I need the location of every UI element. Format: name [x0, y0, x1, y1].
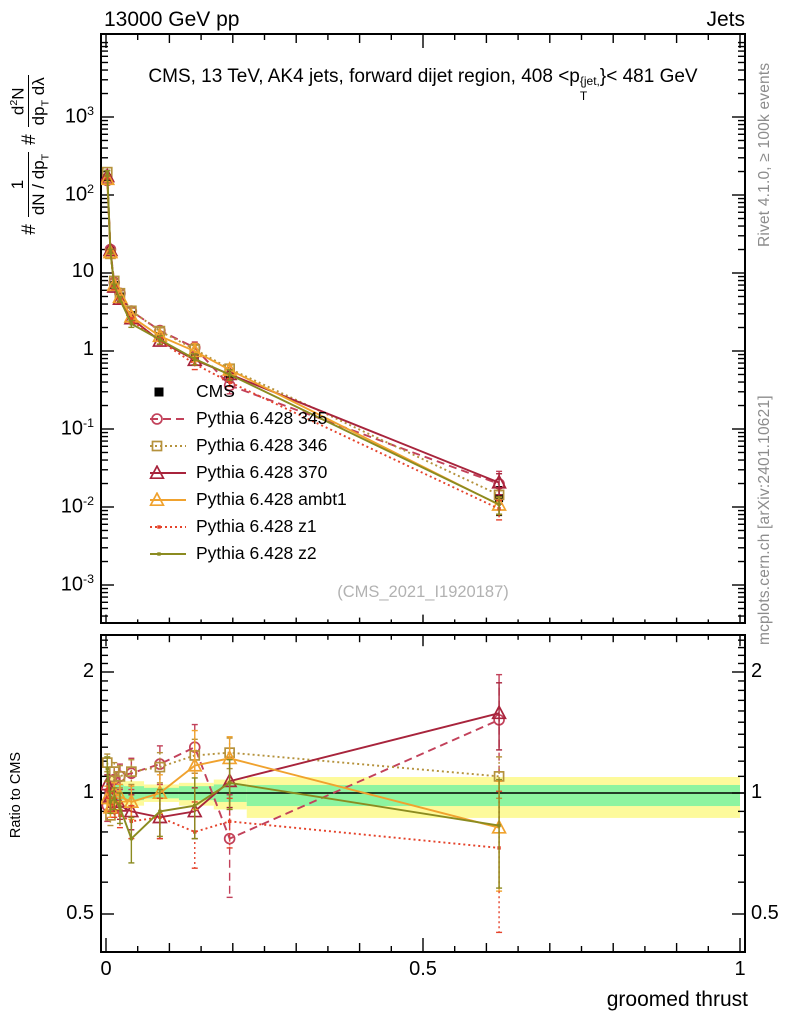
ratio-y-tick-label-left: 2: [82, 660, 94, 682]
mcplots-arxiv-note: mcplots.cern.ch [arXiv:2401.10621]: [756, 395, 773, 645]
legend-label: Pythia 6.428 z1: [196, 516, 317, 536]
legend-marker-icon: [154, 387, 164, 396]
ratio-y-tick-label-left: 0.5: [66, 902, 94, 924]
x-tick-label: 0: [100, 958, 112, 980]
ratio-y-tick-label-right: 2: [751, 660, 763, 682]
legend-item-Pythia-6-428-345: Pythia 6.428 345: [149, 405, 347, 432]
main-y-tick-label: 1: [82, 338, 94, 360]
legend-item-Pythia-6-428-370: Pythia 6.428 370: [149, 459, 347, 486]
legend-label: Pythia 6.428 ambt1: [196, 489, 347, 509]
x-tick-label: 0.5: [409, 958, 437, 980]
main-y-axis-label: # 1 dN / dpT # d2N dpT dλ: [0, 45, 60, 265]
ratio-panel-frame: [100, 634, 746, 953]
legend-item-Pythia-6-428-z1: Pythia 6.428 z1: [149, 513, 347, 540]
legend-item-CMS: CMS: [149, 378, 347, 405]
main-y-tick-label: 10-2: [60, 494, 94, 518]
legend-label: Pythia 6.428 345: [196, 408, 328, 428]
main-y-tick-label: 10-1: [60, 416, 94, 440]
x-tick-label: 1: [734, 958, 746, 980]
rivet-version-note: Rivet 4.1.0, ≥ 100k events: [756, 62, 773, 247]
legend-label: Pythia 6.428 z2: [196, 543, 317, 563]
ratio-y-tick-label-left: 1: [82, 781, 94, 803]
legend-marker-icon: [150, 440, 186, 451]
analysis-id-watermark: (CMS_2021_I1920187): [337, 583, 509, 601]
legend-label: CMS: [196, 381, 235, 401]
main-y-tick-label: 103: [64, 104, 94, 128]
ratio-y-tick-label-right: 0.5: [751, 902, 779, 924]
main-y-tick-label: 10-3: [60, 572, 94, 596]
x-axis-label: groomed thrust: [606, 988, 748, 1011]
legend-marker-icon: [150, 412, 186, 425]
pt-superscript: {jet, T: [579, 74, 600, 103]
legend-marker-icon: [149, 491, 186, 506]
legend-marker-icon: [150, 524, 186, 529]
beam-energy-label: 13000 GeV pp: [104, 8, 240, 31]
main-y-tick-label: 10: [71, 260, 94, 282]
legend-item-Pythia-6-428-ambt1: Pythia 6.428 ambt1: [149, 486, 347, 513]
legend-label: Pythia 6.428 346: [196, 435, 328, 455]
legend-label: Pythia 6.428 370: [196, 462, 328, 482]
legend-item-Pythia-6-428-z2: Pythia 6.428 z2: [149, 540, 347, 567]
legend-marker-icon: [149, 464, 186, 479]
ratio-y-tick-label-right: 1: [751, 781, 763, 803]
legend: CMS Pythia 6.428 345 Pythia 6.428 346 Pythi…: [149, 378, 347, 567]
plot-title-tail: }< 481 GeV: [599, 66, 698, 87]
series-main-Pythia-6-428-z2: [104, 169, 503, 515]
legend-item-Pythia-6-428-346: Pythia 6.428 346: [149, 432, 347, 459]
main-panel-frame: [100, 33, 746, 624]
plot-title-main: CMS, 13 TeV, AK4 jets, forward dijet reg…: [148, 66, 580, 87]
plot-title: CMS, 13 TeV, AK4 jets, forward dijet reg…: [101, 66, 745, 103]
ylabel-hash2: #: [19, 134, 40, 145]
ylabel-hash1: #: [19, 224, 40, 235]
series-ratio-Pythia-6-428-z2: [104, 756, 503, 889]
main-y-tick-label: 102: [64, 182, 94, 206]
legend-marker-icon: [150, 551, 186, 556]
analysis-group-label: Jets: [706, 8, 745, 31]
